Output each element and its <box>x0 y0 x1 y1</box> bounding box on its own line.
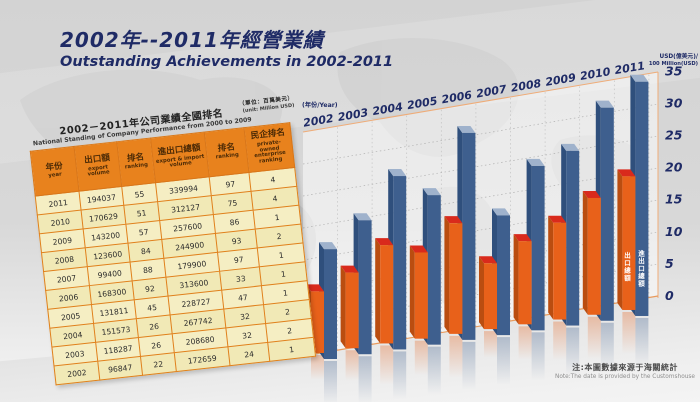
reflection-export-2011 <box>622 311 636 354</box>
export-bar-label: 出口總額 <box>622 252 631 282</box>
total-bar-label: 進出口總額 <box>636 250 645 288</box>
reflection-total-2006 <box>462 341 476 390</box>
header-export_ranking: 排名 ranking <box>116 138 156 187</box>
reflection-export-2010 <box>587 316 601 359</box>
source-note-zh: 注:本圖數據來源于海關統計 <box>572 363 678 372</box>
y-tick-0: 0 <box>665 288 674 303</box>
reflection-export-2007 <box>484 331 497 358</box>
reflection-export-2002 <box>311 355 324 380</box>
year-label-2003: 2003 <box>337 106 370 124</box>
table-body: 2011 194037 55 339994 97 4 2010 170629 51 312127 7… <box>35 167 316 385</box>
y-tick-35: 35 <box>665 63 683 78</box>
export-bar-2006 <box>444 216 463 334</box>
reflection-export-2009 <box>553 321 567 361</box>
header-private_ranking: 民企排名 private-owned enterprise ranking <box>244 122 295 173</box>
reflection-total-2007 <box>497 337 510 385</box>
year-label-2007: 2007 <box>475 83 508 101</box>
reflection-export-2005 <box>414 340 428 376</box>
performance-table: 年份 year 出口額 export volume 排名 ranking 進出口總額 expo… <box>29 122 317 386</box>
reflection-total-2011 <box>635 317 649 366</box>
cell-export_volume: 96847 <box>97 356 143 381</box>
reflection-total-2009 <box>566 327 580 376</box>
header-export_volume: 出口額 export volume <box>74 141 122 192</box>
reflection-total-2008 <box>531 332 545 381</box>
year-label-2002: 2002 <box>302 112 335 130</box>
reflection-total-2005 <box>427 346 441 395</box>
year-label-2010: 2010 <box>579 65 612 83</box>
export-bar-2007 <box>479 256 497 330</box>
export-bar-2003 <box>340 265 359 349</box>
y-tick-10: 10 <box>665 224 683 239</box>
x-axis-caption: (年份/Year) <box>302 101 338 109</box>
top-axis-line <box>302 71 659 133</box>
header-total_ranking: 排名 ranking <box>204 127 249 177</box>
y-tick-30: 30 <box>665 95 683 110</box>
reflection-total-2004 <box>393 351 407 400</box>
source-note: 注:本圖數據來源于海關統計 Note:The date is provided … <box>545 362 700 380</box>
header-year: 年份 year <box>30 146 79 197</box>
reflection-total-2002 <box>324 361 337 402</box>
export-bar-2011 <box>617 169 636 310</box>
export-bar-2005 <box>409 245 428 339</box>
reflection-total-2003 <box>358 356 372 402</box>
y-tick-15: 15 <box>665 192 683 207</box>
y-tick-5: 5 <box>665 256 674 271</box>
reflection-export-2004 <box>380 345 394 385</box>
y-tick-20: 20 <box>665 160 683 175</box>
page-title-zh: 2002年--2011年經營業績 <box>60 28 324 52</box>
year-label-2005: 2005 <box>406 94 439 112</box>
reflection-export-2003 <box>345 350 359 381</box>
year-label-2008: 2008 <box>510 77 543 95</box>
cell-total_ranking: 24 <box>228 342 270 366</box>
year-label-2006: 2006 <box>441 88 474 106</box>
page-title-en: Outstanding Achievements in 2002-2011 <box>60 54 394 70</box>
export-bar-2008 <box>513 234 532 325</box>
export-bar-2009 <box>548 215 567 320</box>
y-axis-unit-line1: USD(億美元)/ <box>659 52 698 60</box>
export-bar-2010 <box>582 190 601 315</box>
reflection-total-2010 <box>600 322 614 371</box>
performance-table-panel: 2002－2011年公司業績全國排名 National Standing of … <box>27 96 317 386</box>
y-tick-25: 25 <box>665 128 683 143</box>
y-axis-unit-line2: 100 Million(USD) <box>649 61 698 67</box>
year-label-2004: 2004 <box>371 100 403 118</box>
year-label-2011: 2011 <box>614 59 646 77</box>
header-export_import_volume: 進出口總額 export & import volume <box>150 132 210 183</box>
cell-export_ranking: 22 <box>140 352 177 376</box>
page-title: 2002年--2011年經營業績 Outstanding Achievement… <box>60 24 393 70</box>
source-note-en: Note:The date is provided by the Customs… <box>555 374 695 380</box>
reflection-export-2006 <box>449 335 463 378</box>
export-bar-2004 <box>375 238 394 344</box>
reflection-export-2008 <box>518 326 532 360</box>
year-label-2009: 2009 <box>544 71 577 89</box>
